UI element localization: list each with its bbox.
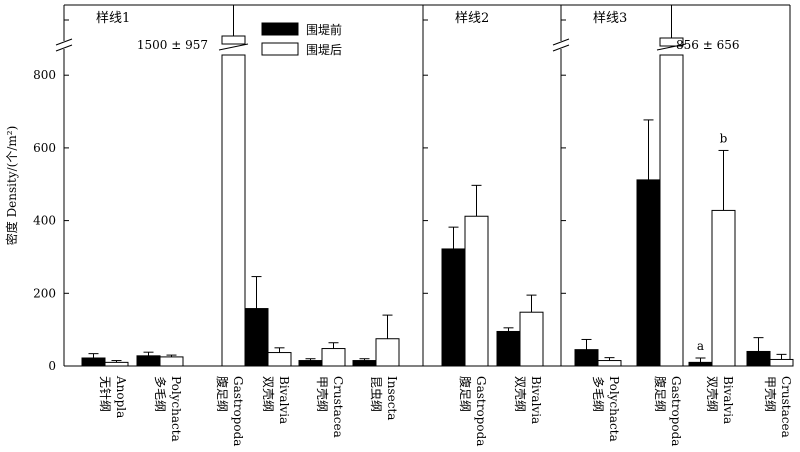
- bar-p1-c1-s1: [81, 357, 106, 367]
- bar-p3-c1-s1: [574, 349, 599, 367]
- axis-break-mark-b-1: [55, 44, 73, 52]
- annotation-p3-3: b: [720, 131, 728, 145]
- bar-p1-c6-s2: [375, 338, 400, 367]
- category-label-zh-p3-c2: 腹足纲: [653, 376, 667, 412]
- category-label-zh-p3-c1: 多毛纲: [591, 376, 605, 412]
- panel-title-1: 样线1: [96, 11, 130, 26]
- category-label-en-p1-c4: Bivalvia: [277, 376, 291, 424]
- legend-label-2: 围堤后: [306, 43, 342, 57]
- axis-break-mark-a-1: [55, 38, 73, 46]
- axis-break-gap-1: [56, 41, 72, 49]
- bar-p1-c1-s2: [104, 361, 129, 367]
- bars-layer: [81, 4, 794, 367]
- bar-p1-c3-s2: [221, 54, 246, 367]
- legend-label-1: 围堤前: [306, 22, 342, 37]
- bar-p1-c2-s1: [136, 355, 161, 367]
- category-label-en-p3-c2: Gastropoda: [669, 376, 683, 446]
- text-layer: 0 200 400 600 800 密度 Density/(个/m²) 样线1 无针纲 Anop…: [4, 11, 793, 446]
- bar-break-mark-p3-c2: [656, 43, 687, 51]
- category-label-zh-p3-c4: 甲壳纲: [763, 376, 777, 412]
- category-label-zh-p1-c1: 无针纲: [98, 376, 113, 412]
- bar-p2-c2-s2: [519, 311, 544, 367]
- legend-swatch-2: [261, 42, 299, 56]
- bar-p3-c2-s2: [659, 54, 684, 367]
- category-label-en-p3-c4: Crustacea: [779, 376, 793, 438]
- y-tick-label-600: 600: [33, 141, 56, 155]
- category-label-en-p3-c3: Bivalvia: [721, 376, 735, 424]
- category-label-zh-p1-c4: 双壳纲: [261, 376, 275, 412]
- axis-break-mark-a-2: [552, 38, 570, 46]
- category-label-en-p1-c5: Crustacea: [331, 376, 345, 438]
- bar-p1-c4-s2: [267, 352, 292, 367]
- category-label-zh-p1-c2: 多毛纲: [153, 376, 167, 412]
- y-tick-label-800: 800: [33, 68, 56, 82]
- category-label-zh-p2-c1: 腹足纲: [458, 376, 472, 412]
- y-tick-label-0: 0: [48, 359, 56, 373]
- category-label-zh-p1-c3: 腹足纲: [215, 376, 229, 412]
- bar-p2-c1-s1: [441, 248, 466, 367]
- bar-p1-c4-s1: [244, 308, 269, 367]
- bar-p3-c3-s2: [711, 209, 736, 367]
- panel-title-3: 样线3: [593, 11, 627, 26]
- category-label-en-p2-c1: Gastropoda: [474, 376, 488, 446]
- category-label-en-p3-c1: Polychacta: [607, 376, 621, 442]
- panel-title-2: 样线2: [455, 11, 489, 26]
- bar-p3-c2-s1: [636, 179, 661, 367]
- bar-p2-c1-s2: [464, 215, 489, 367]
- category-label-zh-p3-c3: 双壳纲: [705, 376, 719, 412]
- bar-break-mark-p1-c3: [218, 43, 249, 51]
- bar-p3-c3-s1: [688, 361, 713, 367]
- category-label-zh-p1-c5: 甲壳纲: [315, 376, 329, 412]
- axis-break-gap-2: [553, 41, 569, 49]
- y-tick-label-400: 400: [33, 214, 56, 228]
- annotation-p3-1: 856 ± 656: [676, 38, 740, 52]
- category-label-en-p1-c6: Insecta: [385, 376, 399, 420]
- bar-p1-c2-s2: [159, 356, 184, 367]
- bar-p3-c4-s2: [769, 358, 794, 367]
- y-tick-label-200: 200: [33, 286, 56, 300]
- category-label-en-p1-c2: Polychacta: [169, 376, 183, 442]
- bar-p1-c5-s1: [298, 360, 323, 367]
- category-label-zh-p2-c2: 双壳纲: [513, 376, 527, 412]
- bar-p1-c6-s1: [352, 360, 377, 367]
- category-label-en-p2-c2: Bivalvia: [529, 376, 543, 424]
- bar-upper-p1-c3-s2: [221, 35, 246, 45]
- bar-p3-c4-s1: [746, 350, 771, 367]
- bar-p3-c1-s2: [597, 360, 622, 367]
- annotation-p3-2: a: [697, 339, 704, 353]
- category-label-zh-p1-c6: 昆虫纲: [369, 376, 383, 412]
- category-label-en-p1-c1: Anopla: [114, 375, 128, 418]
- axis-break-mark-b-2: [552, 44, 570, 52]
- category-label-en-p1-c3: Gastropoda: [231, 376, 245, 446]
- legend-swatch-1: [261, 22, 299, 36]
- axes-layer: [55, 4, 791, 367]
- annotation-p1-1: 1500 ± 957: [137, 38, 208, 52]
- bar-p1-c5-s2: [321, 348, 346, 367]
- bar-p2-c2-s1: [496, 330, 521, 367]
- y-axis-label: 密度 Density/(个/m²): [4, 126, 19, 246]
